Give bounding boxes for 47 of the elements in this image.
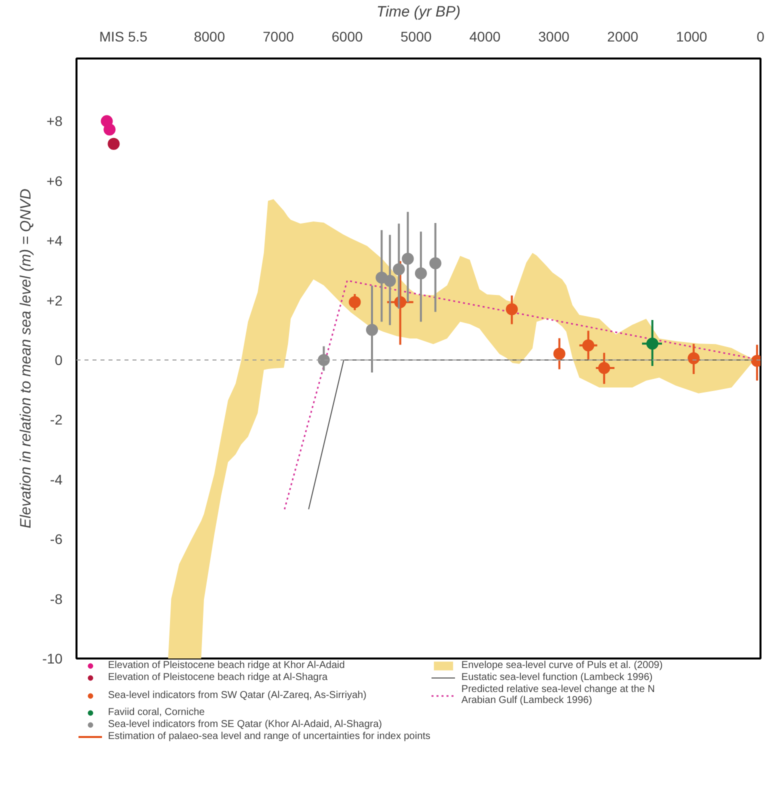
legend-label: Elevation of Pleistocene beach ridge at Al-Shagra — [108, 672, 328, 683]
point — [582, 339, 594, 352]
y-tick-label: +8 — [46, 113, 63, 130]
legend-label: Predicted relative sea-level change at the N Arabian Gulf (Lambeck 1996) — [461, 684, 655, 706]
x-tick-label: 6000 — [332, 28, 363, 44]
y-tick-label: -8 — [50, 590, 63, 607]
y-tick-label: 0 — [54, 352, 63, 368]
y-tick-label: -4 — [50, 471, 63, 488]
x-tick-label: 8000 — [194, 28, 226, 44]
point — [646, 338, 658, 350]
point — [318, 354, 330, 366]
legend-label: Sea-level indicators from SE Qatar (Khor Al-Adaid, Al-Shagra) — [108, 719, 382, 730]
point — [506, 303, 518, 316]
legend-label: Elevation of Pleistocene beach ridge at Khor Al-Adaid — [108, 660, 345, 671]
point — [104, 124, 116, 136]
legend-label: Faviid coral, Corniche — [108, 707, 205, 718]
x-tick-label: MIS 5.5 — [99, 28, 148, 44]
x-tick-label: 1000 — [676, 28, 708, 44]
point — [402, 252, 414, 265]
point — [688, 352, 700, 364]
point — [366, 324, 378, 336]
point — [108, 138, 120, 150]
point — [553, 348, 566, 360]
y-tick-label: -2 — [50, 412, 63, 428]
y-tick-label: +6 — [46, 172, 63, 189]
point — [598, 362, 610, 374]
point — [348, 296, 361, 308]
x-tick-label: 5000 — [400, 28, 432, 44]
y-axis-title: Elevation in relation to mean sea level (m) = QNVD — [17, 188, 34, 528]
y-tick-label: -10 — [42, 650, 63, 666]
legend-label: Eustatic sea-level function (Lambeck 1996) — [461, 672, 653, 683]
x-tick-label: 2000 — [607, 28, 639, 44]
x-tick-label: 3000 — [538, 28, 570, 44]
point — [429, 257, 442, 270]
point — [414, 267, 427, 280]
x-axis-title: Time (yr BP) — [376, 4, 461, 20]
legend-label: Envelope sea-level curve of Puls et al. (2009) — [461, 660, 663, 671]
x-tick-label: 7000 — [262, 28, 294, 44]
text: Estimation of palaeo-sea level and range of uncertainties for index points — [108, 731, 430, 742]
y-tick-label: +4 — [46, 232, 63, 249]
y-tick-label: -6 — [50, 531, 63, 548]
y-tick-label: +2 — [46, 292, 63, 308]
point — [384, 274, 396, 287]
x-tick-label: 0 — [756, 28, 765, 44]
legend-label: Sea-level indicators from SW Qatar (Al-Zareq, As-Sirriyah) — [108, 690, 366, 700]
point — [392, 263, 405, 276]
x-tick-label: 4000 — [469, 28, 501, 44]
